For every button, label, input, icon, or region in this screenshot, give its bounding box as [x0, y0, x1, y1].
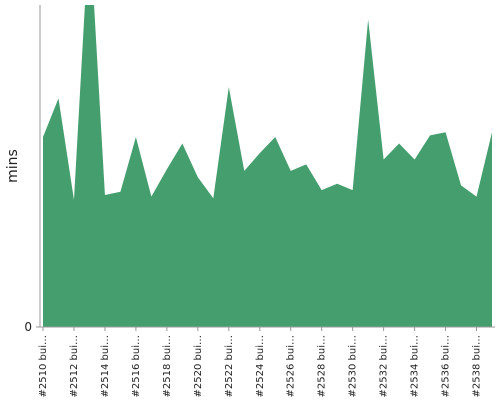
y-axis-label: mins: [5, 149, 21, 183]
x-tick-label: #2532 bui…: [379, 335, 390, 397]
x-tick-label: #2514 bui…: [100, 335, 111, 397]
x-tick-label: #2524 bui…: [255, 335, 266, 397]
x-tick-label: #2534 bui…: [410, 335, 421, 397]
y-tick-label: 0: [24, 320, 32, 334]
x-tick-label: #2520 bui…: [193, 335, 204, 397]
x-tick-label: #2538 bui…: [472, 335, 483, 397]
x-tick-label: #2522 bui…: [224, 335, 235, 397]
x-tick-label: #2518 bui…: [162, 335, 173, 397]
x-tick-label: #2512 bui…: [69, 335, 80, 397]
x-tick-label: #2536 bui…: [441, 335, 452, 397]
x-tick-label: #2530 bui…: [348, 335, 359, 397]
x-tick-label: #2510 bui…: [38, 335, 49, 397]
x-tick-label: #2516 bui…: [131, 335, 142, 397]
x-tick-label: #2526 bui…: [286, 335, 297, 397]
area: [43, 5, 492, 327]
x-tick-label: #2528 bui…: [317, 335, 328, 397]
